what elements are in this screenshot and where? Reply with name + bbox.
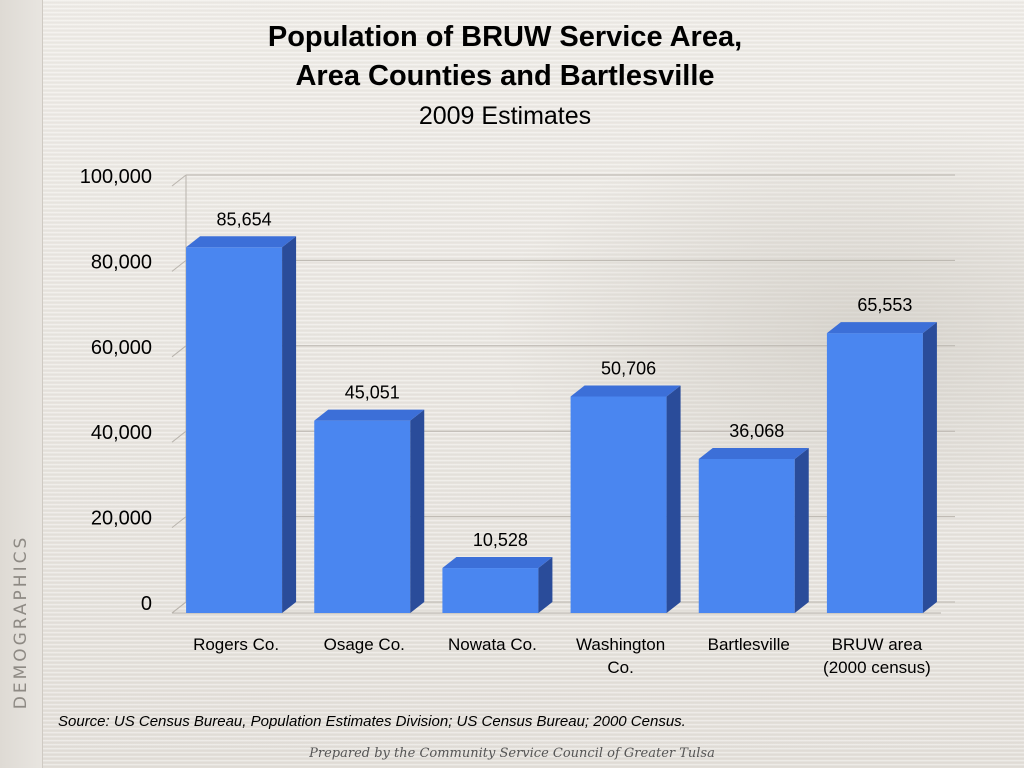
gridline-depth xyxy=(171,430,187,443)
gridline-depth xyxy=(171,345,187,358)
bar-top xyxy=(698,447,809,459)
source-note: Source: US Census Bureau, Population Est… xyxy=(58,713,686,730)
bar-side xyxy=(410,409,425,613)
credit-line: Prepared by the Community Service Counci… xyxy=(309,746,715,761)
chart-title-line1: Population of BRUW Service Area, xyxy=(267,21,743,53)
x-tick-label: Nowata Co. xyxy=(448,635,537,654)
plot-side-wall xyxy=(171,175,187,614)
chart-title: Population of BRUW Service Area, Area Co… xyxy=(0,18,1010,96)
chart-title-line2: Area Counties and Bartlesville xyxy=(295,60,715,92)
y-tick-label: 80,000 xyxy=(91,251,152,273)
x-tick-label: BRUW area xyxy=(832,635,923,654)
data-label: 65,553 xyxy=(857,295,912,315)
bar-side xyxy=(922,322,937,613)
y-tick-label: 0 xyxy=(141,593,152,615)
gridline-depth xyxy=(171,601,187,614)
bar-top xyxy=(826,322,937,334)
bar-side xyxy=(538,557,553,613)
bar xyxy=(698,458,795,613)
bar xyxy=(570,396,667,613)
x-tick-label: Bartlesville xyxy=(708,635,790,654)
bar xyxy=(826,333,923,613)
y-tick-label: 40,000 xyxy=(91,422,152,444)
y-tick-label: 20,000 xyxy=(91,508,152,530)
gridline-depth xyxy=(171,516,187,528)
chart-subtitle: 2009 Estimates xyxy=(418,102,592,130)
y-tick-label: 60,000 xyxy=(91,337,152,359)
bar-side xyxy=(666,385,681,613)
data-label: 45,051 xyxy=(345,383,400,403)
gridline-depth xyxy=(171,260,187,272)
x-tick-label: Co. xyxy=(607,658,633,677)
bar-top xyxy=(442,557,553,569)
bar xyxy=(314,420,411,613)
sidebar: DEMOGRAPHICS xyxy=(0,0,43,768)
bar-top xyxy=(570,385,681,397)
data-label: 50,706 xyxy=(601,358,656,378)
bar xyxy=(442,568,539,613)
bar xyxy=(186,247,283,613)
data-label: 36,068 xyxy=(729,421,784,441)
x-tick-label: (2000 census) xyxy=(823,658,931,677)
x-tick-label: Washington xyxy=(576,635,665,654)
bar-top xyxy=(186,236,297,248)
y-tick-label: 100,000 xyxy=(80,166,152,188)
data-label: 85,654 xyxy=(217,209,272,229)
x-tick-label: Osage Co. xyxy=(324,635,405,654)
gridline-depth xyxy=(171,174,187,187)
x-tick-label: Rogers Co. xyxy=(193,635,279,654)
bar-side xyxy=(794,447,809,613)
bar-top xyxy=(314,409,425,421)
bar-side xyxy=(282,236,297,613)
data-label: 10,528 xyxy=(473,530,528,550)
